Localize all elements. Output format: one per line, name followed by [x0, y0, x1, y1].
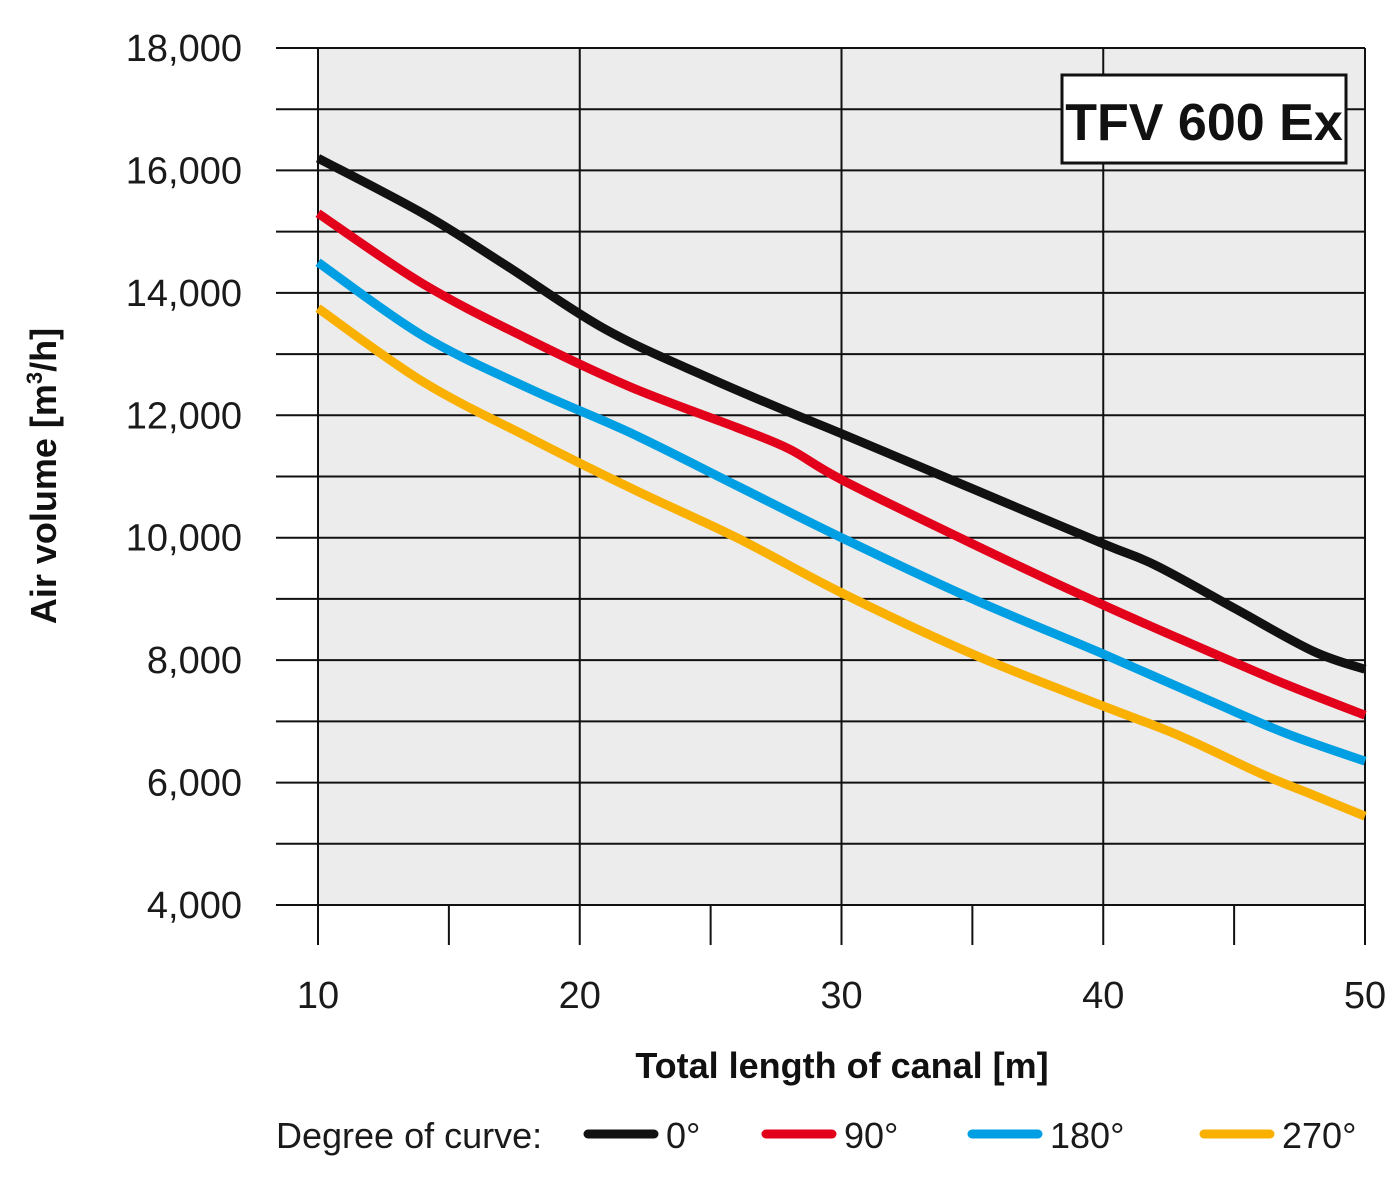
title-badge-box [1060, 73, 1348, 165]
axis-layer: 4,000 6,000 8,000 10,000 12,000 14,000 16,000 1… [126, 28, 1386, 1017]
x-tick-label: 40 [1082, 975, 1124, 1017]
y-axis-title-sup: 3 [22, 372, 47, 384]
legend-label: 180° [1050, 1115, 1124, 1156]
series-layer [315, 154, 1367, 821]
x-tick-label: 30 [820, 975, 862, 1017]
y-tick-label: 12,000 [126, 395, 242, 437]
x-tick-label: 50 [1344, 975, 1386, 1017]
y-tick-label: 14,000 [126, 273, 242, 315]
series-line-0-deg [315, 154, 1367, 674]
title-badge: TFV 600 Ex [1060, 73, 1348, 165]
y-tick-label: 6,000 [147, 763, 242, 805]
legend-label: 0° [666, 1115, 700, 1156]
legend-items: 0° 90° 180° 270° [583, 1115, 1356, 1156]
legend: Degree of curve: 0° 90° 180° 270° [276, 1115, 1356, 1156]
y-axis-title-tail: /h] [23, 328, 64, 372]
series-line-270-deg [315, 304, 1367, 821]
y-tick-label: 16,000 [126, 150, 242, 192]
legend-title: Degree of curve: [276, 1115, 542, 1156]
grid [276, 47, 1366, 945]
series-line-90-deg [315, 209, 1367, 720]
legend-label: 270° [1282, 1115, 1356, 1156]
y-axis-title: Air volume [m3/h] [22, 328, 64, 624]
chart-title: TFV 600 Ex [1065, 94, 1343, 152]
legend-label: 90° [844, 1115, 898, 1156]
y-tick-label: 10,000 [126, 518, 242, 560]
x-tick-label: 10 [297, 975, 339, 1017]
y-tick-label: 4,000 [147, 885, 242, 927]
y-tick-label: 18,000 [126, 28, 242, 70]
y-axis-title-main: Air volume [m [23, 384, 64, 624]
x-tick-label: 20 [559, 975, 601, 1017]
series-line-180-deg [315, 258, 1367, 766]
x-axis-title: Total length of canal [m] [635, 1045, 1048, 1086]
y-tick-label: 8,000 [147, 640, 242, 682]
